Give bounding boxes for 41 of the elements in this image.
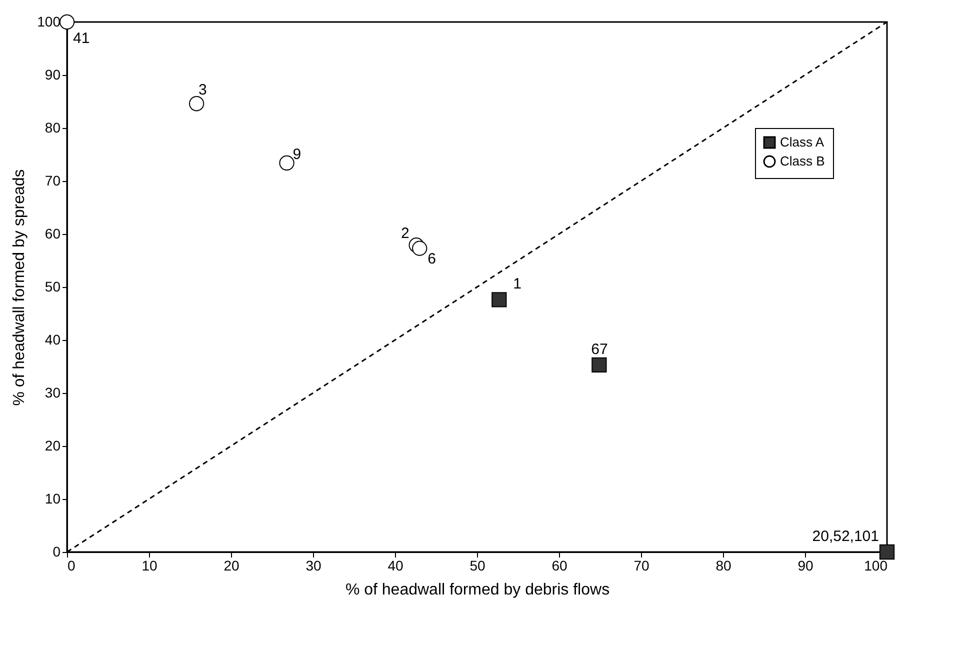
point [279, 155, 294, 171]
x-tick-label: 0 [68, 558, 76, 574]
y-tick-label: 80 [44, 120, 61, 136]
x-tick-label: 100 [864, 558, 888, 574]
x-tick-label: 30 [306, 558, 322, 574]
annotation: 9 [292, 146, 302, 163]
x-axis-title: % of headwall formed by debris flows [345, 582, 610, 598]
y-tick-label: 70 [44, 172, 61, 188]
x-tick-label: 50 [470, 558, 486, 574]
x-tick-label: 60 [552, 558, 568, 574]
y-tick-label: 0 [52, 544, 61, 560]
y-tick-label: 100 [37, 14, 61, 30]
annotation: 41 [73, 30, 90, 47]
point [188, 96, 204, 112]
legend-label: Class B [780, 154, 825, 168]
legend-label: Class A [780, 134, 824, 150]
annotation: 2 [400, 225, 410, 242]
y-tick-label: 60 [44, 226, 61, 242]
point [592, 357, 607, 372]
x-tick-label: 70 [634, 558, 650, 574]
point [412, 240, 428, 256]
x-tick-label: 80 [716, 558, 732, 574]
y-tick-label: 90 [44, 66, 61, 82]
y-tick-label: 10 [44, 490, 61, 506]
point [492, 292, 507, 308]
annotation: 6 [428, 250, 436, 268]
point [879, 544, 895, 560]
x-tick-label: 90 [798, 558, 814, 574]
point [59, 14, 75, 30]
y-tick-label: 40 [44, 332, 61, 348]
annotation: 67 [591, 340, 608, 358]
y-axis-title: % of headwall formed by spreads [11, 169, 28, 406]
annotation: 20,52,101 [812, 528, 879, 545]
y-tick-label: 20 [44, 438, 61, 454]
y-tick-label: 30 [44, 384, 61, 400]
annotation: 1 [513, 276, 522, 293]
x-tick-label: 20 [224, 558, 240, 574]
x-tick-label: 10 [142, 558, 158, 574]
x-tick-label: 40 [388, 558, 404, 574]
y-tick-label: 50 [44, 278, 61, 294]
annotation: 3 [198, 82, 207, 99]
